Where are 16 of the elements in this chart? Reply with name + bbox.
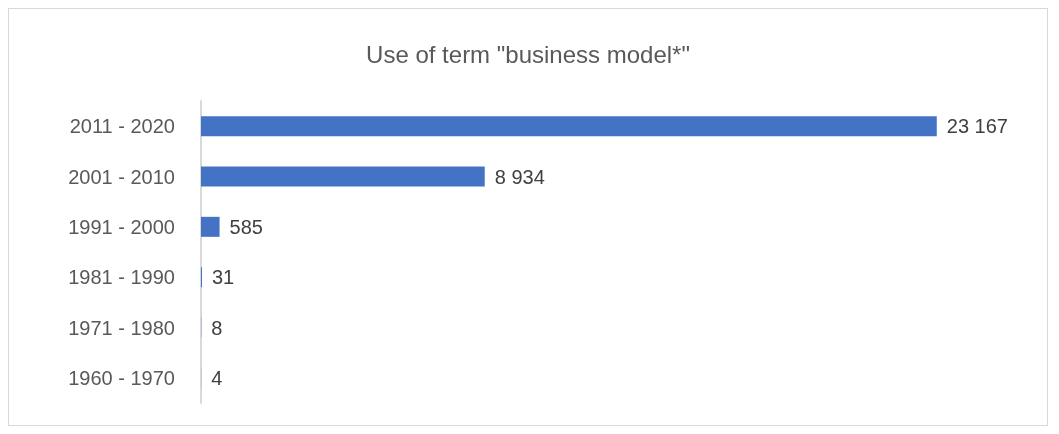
y-tick-label: 1981 - 1990 <box>68 266 175 289</box>
bar <box>201 116 937 137</box>
chart-title: Use of term "business model*" <box>366 40 690 68</box>
data-label: 4 <box>211 366 223 389</box>
data-label: 31 <box>211 266 235 289</box>
y-tick-label: 2011 - 2020 <box>69 115 175 138</box>
y-tick-label: 1960 - 1970 <box>68 366 175 389</box>
bar <box>201 216 220 237</box>
y-tick-label: 2001 - 2010 <box>68 165 175 188</box>
data-label: 23 167 <box>946 115 1008 138</box>
data-label: 8 <box>211 316 223 339</box>
y-tick-label: 1971 - 1980 <box>68 316 175 339</box>
bar <box>201 166 485 187</box>
data-label: 8 934 <box>494 165 545 188</box>
data-label: 585 <box>229 215 263 238</box>
y-tick-label: 1991 - 2000 <box>68 215 175 238</box>
